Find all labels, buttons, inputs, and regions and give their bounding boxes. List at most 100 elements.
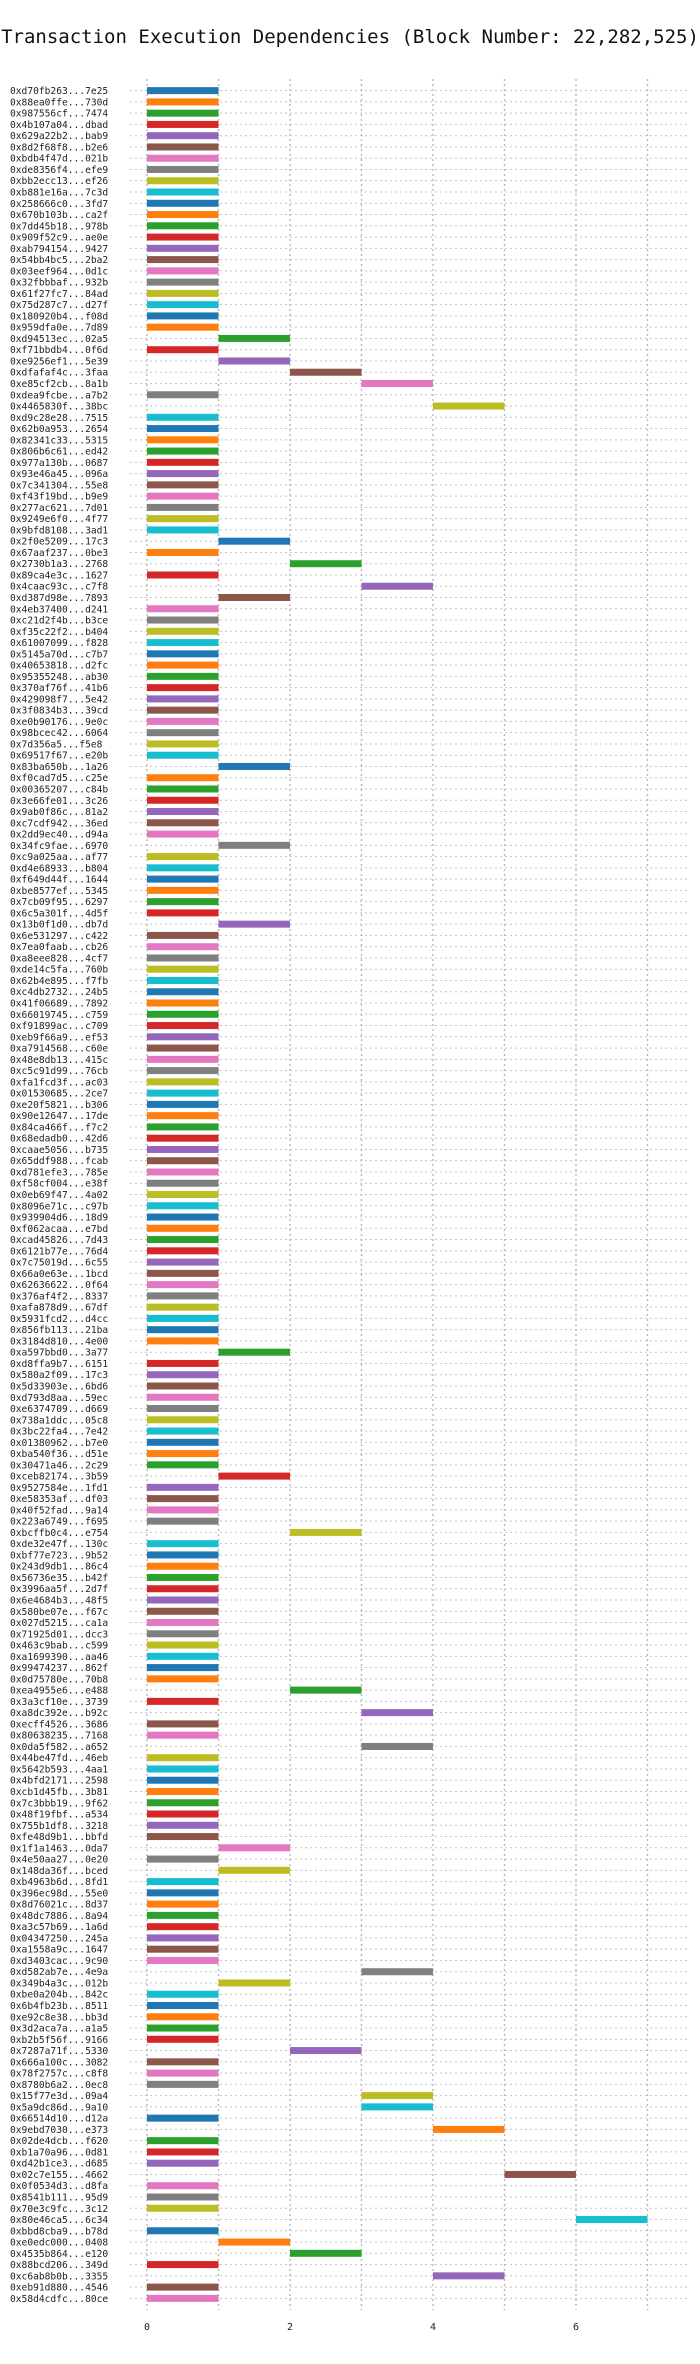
tx-label: 0x3a3cf10e...3739	[10, 1697, 108, 1708]
tx-bar	[147, 988, 219, 996]
tx-label: 0x58d4cdfc...80ce	[10, 2294, 108, 2305]
tx-bar	[147, 526, 219, 534]
tx-bar	[147, 1573, 219, 1581]
tx-bar	[147, 1731, 219, 1739]
tx-bar	[147, 1393, 219, 1401]
tx-label: 0xf0cad7d5...c25e	[10, 773, 108, 784]
tx-label: 0x3184d810...4e00	[10, 1336, 108, 1347]
tx-label: 0x580be07e...f67c	[10, 1607, 108, 1618]
tx-bar	[147, 87, 219, 95]
tx-bar	[147, 1821, 219, 1829]
tx-label: 0xa8dc392e...b92c	[10, 1708, 108, 1719]
tx-label: 0x65ddf988...fcab	[10, 1156, 108, 1167]
tx-bar	[147, 143, 219, 151]
tx-label: 0x30471a46...2c29	[10, 1460, 108, 1471]
tx-label: 0xd582ab7e...4e9a	[10, 1967, 108, 1978]
tx-label: 0x4caac93c...c7f8	[10, 582, 108, 593]
tx-label: 0x4b107a04...dbad	[10, 120, 108, 131]
tx-label: 0xf062acaa...e7bd	[10, 1224, 108, 1235]
tx-bar	[147, 672, 219, 680]
tx-label: 0x6c5a301f...4d5f	[10, 908, 108, 919]
tx-bar	[147, 1157, 219, 1165]
tx-bar	[361, 2092, 433, 2100]
tx-label: 0xd9c28e28...7515	[10, 413, 108, 424]
tx-label: 0x01530685...2ce7	[10, 1089, 108, 1100]
tx-label: 0x32fbbbaf...932b	[10, 278, 108, 289]
tx-bar	[361, 1742, 433, 1750]
tx-bar	[147, 1934, 219, 1942]
tx-bar	[147, 2002, 219, 2010]
tx-bar	[147, 1956, 219, 1964]
tx-bar	[218, 1472, 290, 1480]
tx-label: 0x5642b593...4aa1	[10, 1764, 108, 1775]
tx-bar	[576, 2216, 648, 2224]
tx-bar	[147, 616, 219, 624]
tx-label: 0xceb82174...3b59	[10, 1472, 108, 1483]
tx-label: 0x54bb4bc5...2ba2	[10, 255, 108, 266]
tx-bar	[147, 1619, 219, 1627]
tx-label: 0x9249e6f0...4f77	[10, 514, 108, 525]
x-axis-ticks: 0 2 4 6	[144, 2322, 579, 2333]
tx-label: 0xc21d2f4b...b3ce	[10, 616, 108, 627]
tx-bar	[218, 1348, 290, 1356]
tx-bar	[147, 751, 219, 759]
tx-bar	[147, 1010, 219, 1018]
tx-bar	[147, 1145, 219, 1153]
tx-bar	[147, 2283, 219, 2291]
tx-label: 0x5d33903e...6bd6	[10, 1381, 108, 1392]
tx-bar	[147, 830, 219, 838]
tx-bar	[147, 875, 219, 883]
tx-bar	[433, 2125, 505, 2133]
tx-bar	[147, 1438, 219, 1446]
tx-label: 0x977a130b...0687	[10, 458, 108, 469]
tx-bar	[147, 1416, 219, 1424]
tx-label: 0xbb2ecc13...ef26	[10, 176, 108, 187]
tx-bar	[290, 2249, 362, 2257]
tx-label: 0x88bcd206...349d	[10, 2260, 108, 2271]
tx-label: 0xfa1fcd3f...ac03	[10, 1077, 108, 1088]
tx-label: 0x7dd45b18...978b	[10, 221, 108, 232]
tx-label: 0x5145a70d...c7b7	[10, 649, 108, 660]
tx-bar	[147, 1326, 219, 1334]
tx-bar	[218, 334, 290, 342]
tx-bar	[147, 1495, 219, 1503]
tx-bar	[147, 954, 219, 962]
tx-label: 0xeb9f66a9...ef53	[10, 1032, 108, 1043]
tx-bar	[147, 1258, 219, 1266]
tx-bar	[147, 120, 219, 128]
tx-label: 0xb881e16a...7c3d	[10, 188, 108, 199]
tx-label: 0x8d76021c...8d37	[10, 1900, 108, 1911]
tx-bar	[361, 582, 433, 590]
tx-label: 0x666a100c...3082	[10, 2057, 108, 2068]
tx-bar	[147, 785, 219, 793]
tx-bar	[147, 819, 219, 827]
tx-bar	[147, 323, 219, 331]
tx-label: 0x7d356a5...f5e8	[10, 739, 103, 750]
tx-label: 0x4bfd2171...2598	[10, 1776, 108, 1787]
tx-bar	[147, 98, 219, 106]
x-tick-label: 6	[573, 2322, 579, 2333]
tx-bar	[147, 1799, 219, 1807]
tx-bar	[147, 898, 219, 906]
tx-bar	[147, 1787, 219, 1795]
tx-label: 0xe20f5821...b306	[10, 1100, 108, 1111]
tx-label: 0x71925d01...dcc3	[10, 1629, 108, 1640]
tx-label: 0x90e12647...17de	[10, 1111, 108, 1122]
tx-label: 0x04347250...245a	[10, 1933, 108, 1944]
tx-bar	[147, 1889, 219, 1897]
tx-label: 0xeb91d880...4546	[10, 2283, 108, 2294]
tx-label: 0x3f0834b3...39cd	[10, 706, 108, 717]
tx-label: 0xe0b90176...9e0c	[10, 717, 108, 728]
tx-label: 0x82341c33...5315	[10, 435, 108, 446]
tx-bar	[147, 639, 219, 647]
tx-bar	[147, 1517, 219, 1525]
tx-label: 0x8096e71c...c97b	[10, 1201, 108, 1212]
tx-bar	[147, 796, 219, 804]
tx-bar	[147, 2261, 219, 2269]
tx-bar	[147, 864, 219, 872]
tx-label: 0x99474237...862f	[10, 1663, 108, 1674]
tx-bar	[147, 2137, 219, 2145]
tx-bar	[147, 2159, 219, 2167]
tx-label: 0x48dc7886...8a94	[10, 1911, 108, 1922]
tx-bar	[147, 278, 219, 286]
